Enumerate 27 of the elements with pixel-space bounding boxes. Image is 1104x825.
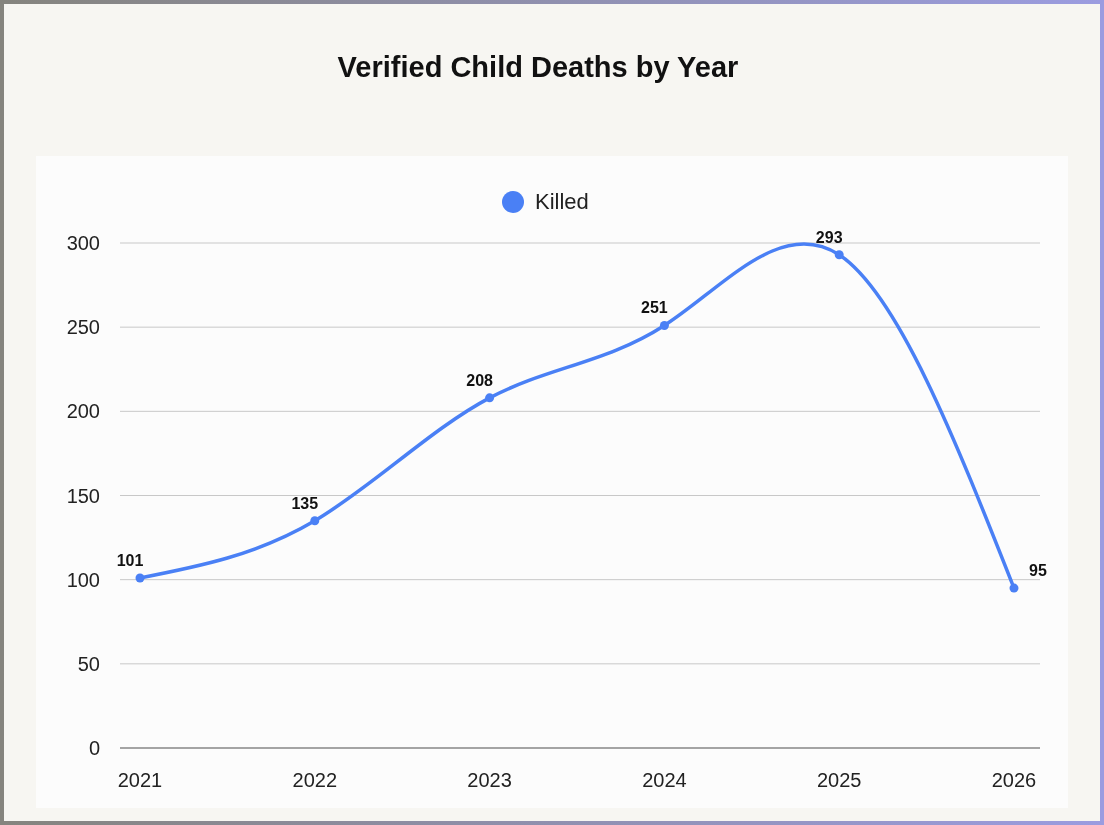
x-tick-label: 2022 (292, 769, 338, 791)
x-tick-label: 2021 (117, 769, 163, 791)
chart-title: Verified Child Deaths by Year (337, 51, 739, 83)
data-label: 101 (116, 551, 144, 569)
y-tick-label: 150 (66, 484, 100, 507)
data-label: 95 (1029, 562, 1047, 580)
y-tick-label: 300 (66, 232, 100, 254)
x-tick-label: 2023 (467, 769, 512, 791)
y-tick-label: 100 (66, 568, 100, 591)
point (135, 573, 145, 583)
legend-label: Killed (535, 189, 589, 214)
point (834, 250, 844, 260)
x-tick-label: 2026 (991, 769, 1037, 791)
y-tick-label: 200 (66, 400, 100, 423)
data-label: 208 (466, 371, 494, 389)
y-tick-label: 250 (66, 316, 100, 339)
x-tick-label: 2025 (816, 769, 862, 791)
y-tick-label: 0 (88, 737, 100, 759)
point (659, 320, 669, 330)
point (310, 516, 320, 526)
point (485, 393, 495, 403)
point (1009, 583, 1019, 593)
data-label: 135 (291, 494, 319, 512)
data-label: 293 (815, 228, 843, 246)
x-tick-label: 2024 (642, 769, 687, 791)
data-label: 251 (641, 299, 668, 317)
y-tick-label: 50 (77, 652, 100, 675)
